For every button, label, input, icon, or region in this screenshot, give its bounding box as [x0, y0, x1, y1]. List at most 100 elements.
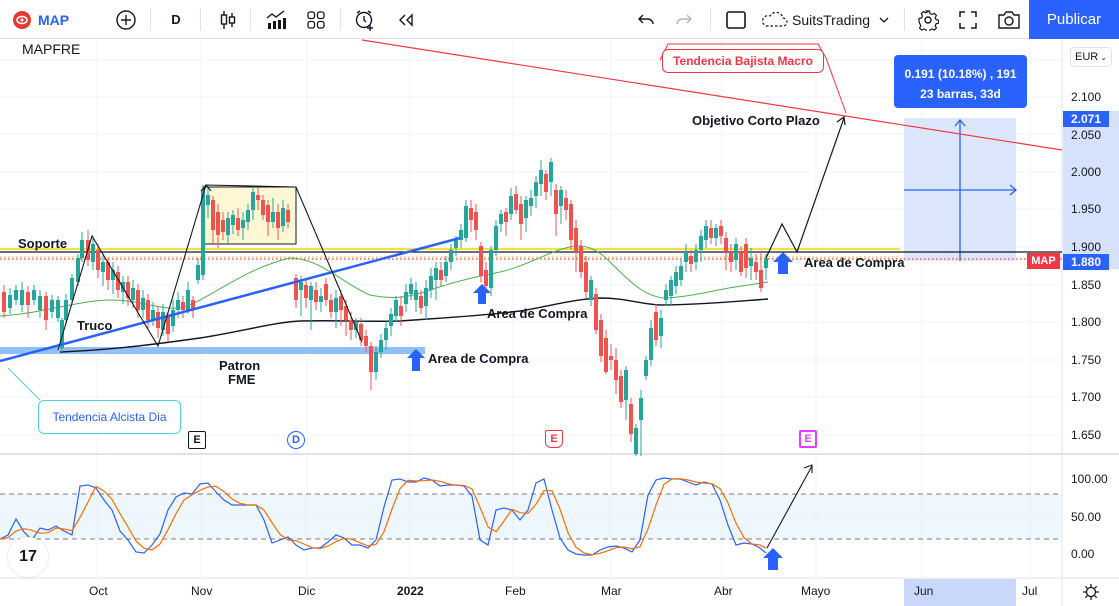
- time-axis-label: Abr: [714, 584, 733, 598]
- label-patron[interactable]: Patron: [219, 358, 261, 373]
- layout-name: SuitsTrading: [792, 11, 871, 28]
- callout-tendencia-bajista[interactable]: Tendencia Bajista Macro: [662, 49, 824, 73]
- time-axis-label: Jul: [1022, 584, 1038, 598]
- add-symbol-icon: [116, 9, 136, 30]
- buy-arrow-icon: [773, 252, 793, 274]
- snapshot-button[interactable]: [994, 0, 1024, 39]
- time-axis-label: Jun: [914, 584, 934, 598]
- toolbar-separator: [340, 8, 341, 30]
- oscillator-axis-label: 0.00: [1071, 547, 1095, 561]
- upcoming-earnings-event-marker[interactable]: E: [799, 430, 817, 448]
- layout-name-dropdown[interactable]: SuitsTrading: [760, 0, 896, 39]
- alert-icon: [355, 9, 373, 31]
- buy-arrows: [407, 252, 793, 570]
- settings-icon: [918, 9, 939, 31]
- symbol-price-badge: MAP: [1027, 253, 1060, 269]
- downtrend-line[interactable]: [361, 39, 1063, 151]
- rectangle-icon: [726, 10, 746, 29]
- symbol-title: MAPFRE: [22, 41, 81, 57]
- chart-type-button[interactable]: [214, 0, 242, 39]
- price-axis-label: 2.000: [1071, 165, 1102, 179]
- select-layout-button[interactable]: [722, 0, 750, 39]
- earnings-event-marker[interactable]: E: [188, 431, 206, 449]
- tradingview-logo[interactable]: 17: [8, 537, 48, 577]
- sun-settings-icon: [1083, 584, 1099, 600]
- stoch-k-line[interactable]: [0, 477, 767, 556]
- oscillator-projection: [766, 465, 813, 549]
- time-axis-label: Feb: [505, 584, 526, 598]
- indicators-button[interactable]: [262, 0, 290, 39]
- symbol-search-button[interactable]: MAP: [8, 0, 78, 39]
- toolbar-separator: [250, 8, 251, 30]
- camera-icon: [998, 10, 1020, 29]
- redo-button[interactable]: [670, 0, 698, 39]
- price-axis-label: 1.650: [1071, 428, 1102, 442]
- price-axis-label: 1.900: [1071, 240, 1102, 254]
- buy-arrow-icon: [763, 548, 783, 570]
- time-axis-label: Dic: [298, 584, 316, 598]
- time-axis-label: Oct: [89, 584, 108, 598]
- cloud-icon: [762, 11, 788, 27]
- indicators-icon: [266, 9, 286, 29]
- undo-icon: [638, 14, 654, 24]
- target-price-tag: 2.071: [1063, 111, 1109, 127]
- replay-icon: [399, 12, 413, 27]
- callout-tail-alcista: [7, 367, 41, 401]
- label-truco[interactable]: Truco: [77, 318, 113, 333]
- label-area-compra-1[interactable]: Area de Compra: [428, 351, 529, 366]
- redo-icon: [676, 14, 692, 24]
- settings-button[interactable]: [914, 0, 942, 39]
- fme-pattern-path[interactable]: [57, 184, 363, 351]
- toolbar-separator: [150, 8, 151, 30]
- layout-button[interactable]: [302, 0, 330, 39]
- price-axis-label: 1.750: [1071, 353, 1102, 367]
- label-soporte[interactable]: Soporte: [18, 236, 68, 251]
- tv-logo-icon: 17: [19, 548, 37, 565]
- undo-button[interactable]: [632, 0, 660, 39]
- price-axis-label: 1.700: [1071, 390, 1102, 404]
- price-axis-label: 1.850: [1071, 278, 1102, 292]
- currency-dropdown[interactable]: EUR ⌄: [1070, 47, 1112, 67]
- candlestick-series[interactable]: [2, 158, 768, 456]
- toolbar-separator: [904, 8, 905, 30]
- symbol-logo-icon: [13, 10, 31, 29]
- chart-settings-button[interactable]: [1082, 583, 1100, 606]
- layout-grid-icon: [307, 10, 325, 29]
- fullscreen-button[interactable]: [954, 0, 982, 39]
- price-axis-label: 2.100: [1071, 90, 1102, 104]
- moving-average-long[interactable]: [59, 297, 769, 353]
- publish-button[interactable]: Publicar: [1029, 0, 1119, 39]
- time-axis-label: 2022: [397, 584, 424, 598]
- projection-path[interactable]: [765, 117, 845, 259]
- earnings-event-marker[interactable]: E: [545, 430, 563, 448]
- compare-add-symbol-button[interactable]: [112, 0, 140, 39]
- price-axis-label: 1.950: [1071, 202, 1102, 216]
- buy-arrow-icon: [473, 284, 491, 304]
- time-axis-label: Mar: [601, 584, 622, 598]
- candles-icon: [220, 10, 236, 29]
- symbol-name: MAP: [38, 11, 70, 28]
- moving-average-short[interactable]: [0, 245, 769, 317]
- price-axis-label: 2.050: [1071, 128, 1102, 142]
- uptrend-line[interactable]: [0, 236, 461, 363]
- interval-button[interactable]: D: [171, 12, 181, 27]
- chevron-down-icon: ⌄: [1100, 52, 1107, 62]
- create-alert-button[interactable]: [350, 0, 380, 39]
- dividend-event-marker[interactable]: D: [287, 431, 305, 449]
- buy-arrow-icon: [407, 349, 425, 371]
- label-fme[interactable]: FME: [228, 372, 256, 387]
- callout-tendencia-alcista[interactable]: Tendencia Alcista Dia: [38, 400, 181, 434]
- time-axis-highlight: [904, 579, 1016, 606]
- label-objetivo[interactable]: Objetivo Corto Plazo: [692, 113, 820, 128]
- measure-info-box: 0.191 (10.18%) , 191 23 barras, 33d: [894, 55, 1027, 108]
- label-area-compra-2[interactable]: Area de Compra: [487, 306, 588, 321]
- measure-line-1: 0.191 (10.18%) , 191: [904, 67, 1017, 81]
- replay-button[interactable]: [392, 0, 420, 39]
- last-price-tag: 1.880: [1063, 254, 1109, 270]
- measure-axis-highlight: [1063, 111, 1119, 251]
- buy-zone-band[interactable]: [0, 347, 425, 354]
- stoch-d-line[interactable]: [0, 478, 767, 556]
- label-area-compra-3[interactable]: Area de Compra: [804, 255, 905, 270]
- measure-line-2: 23 barras, 33d: [920, 87, 1001, 101]
